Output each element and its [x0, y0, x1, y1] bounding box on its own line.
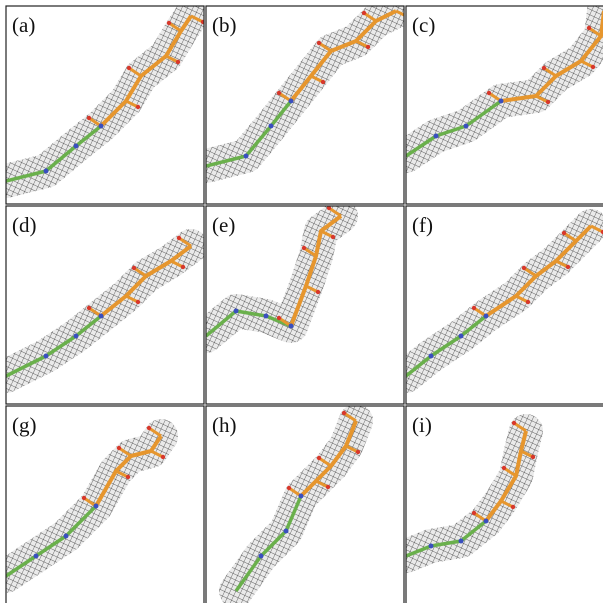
nitrogen [94, 504, 99, 509]
nitrogen [259, 554, 264, 559]
oxygen [512, 421, 516, 425]
oxygen [302, 246, 306, 250]
oxygen [566, 265, 570, 269]
oxygen [472, 306, 476, 310]
nitrogen [64, 534, 69, 539]
nitrogen [484, 314, 489, 319]
oxygen [277, 316, 281, 320]
nitrogen [464, 124, 469, 129]
panel-label: (b) [212, 13, 237, 37]
oxygen [127, 66, 131, 70]
oxygen [511, 505, 515, 509]
oxygen [317, 456, 321, 460]
oxygen [366, 45, 370, 49]
oxygen [487, 91, 491, 95]
oxygen [472, 511, 476, 515]
oxygen [126, 475, 130, 479]
nitrogen [484, 519, 489, 524]
oxygen [167, 21, 171, 25]
nitrogen [99, 124, 104, 129]
oxygen [161, 455, 165, 459]
panel-label: (a) [12, 13, 35, 37]
oxygen [176, 60, 180, 64]
oxygen [136, 300, 140, 304]
oxygen [342, 411, 346, 415]
oxygen [331, 235, 335, 239]
panel-label: (d) [12, 213, 37, 237]
oxygen [277, 91, 281, 95]
nitrogen [499, 99, 504, 104]
oxygen [316, 290, 320, 294]
nitrogen [289, 324, 294, 329]
nitrogen [264, 314, 269, 319]
panel-label: (g) [12, 413, 37, 437]
oxygen [542, 66, 546, 70]
nitrogen [44, 169, 49, 174]
nitrogen [289, 99, 294, 104]
oxygen [321, 80, 325, 84]
oxygen [546, 100, 550, 104]
nitrogen [44, 354, 49, 359]
nitrogen [234, 309, 239, 314]
oxygen [526, 300, 530, 304]
nitrogen [269, 124, 274, 129]
panel-label: (f) [412, 213, 433, 237]
nitrogen [459, 334, 464, 339]
nitrogen [244, 154, 249, 159]
oxygen [326, 485, 330, 489]
oxygen [531, 455, 535, 459]
oxygen [136, 105, 140, 109]
oxygen [502, 466, 506, 470]
oxygen [132, 266, 136, 270]
panel-label: (h) [212, 413, 237, 437]
nitrogen [434, 134, 439, 139]
nitrogen [299, 494, 304, 499]
oxygen [591, 65, 595, 69]
oxygen [287, 486, 291, 490]
nitrogen [429, 544, 434, 549]
oxygen [177, 236, 181, 240]
oxygen [317, 41, 321, 45]
nitrogen [99, 314, 104, 319]
nitrogen [429, 354, 434, 359]
oxygen [147, 426, 151, 430]
nitrogen [34, 554, 39, 559]
nitrogen [74, 334, 79, 339]
nitrogen [284, 529, 289, 534]
nitrogen [74, 144, 79, 149]
oxygen [362, 11, 366, 15]
panel-label: (c) [412, 13, 435, 37]
figure: (a) (b) (c) (d) (e) (f) (g) (h) (i) [0, 0, 603, 603]
oxygen [522, 266, 526, 270]
oxygen [356, 450, 360, 454]
panel-label: (i) [412, 413, 432, 437]
oxygen [587, 26, 591, 30]
oxygen [87, 116, 91, 120]
oxygen [87, 306, 91, 310]
oxygen [181, 265, 185, 269]
oxygen [117, 446, 121, 450]
panel-label: (e) [212, 213, 235, 237]
nitrogen [459, 539, 464, 544]
oxygen [82, 496, 86, 500]
oxygen [562, 231, 566, 235]
